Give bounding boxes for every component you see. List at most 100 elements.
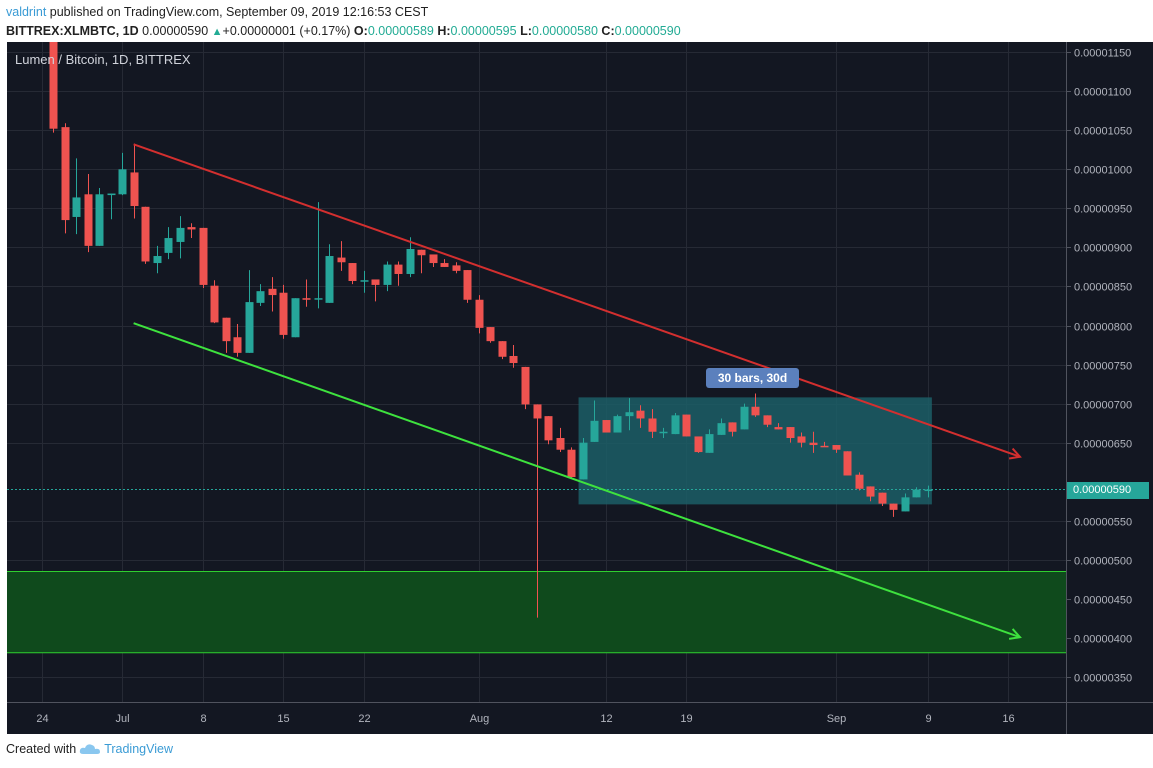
candle-body	[659, 431, 668, 434]
candle-body	[452, 265, 461, 271]
candle-body	[717, 423, 726, 435]
open-label: O:	[353, 24, 368, 38]
candle-body	[602, 420, 611, 433]
y-tick-label: 0.00001100	[1074, 87, 1131, 99]
candle-body	[199, 227, 208, 285]
candle-body	[383, 264, 392, 285]
candle-body	[337, 257, 346, 263]
candle-body	[84, 194, 93, 246]
candle-body	[394, 264, 403, 274]
chart-header: valdrint published on TradingView.com, S…	[6, 3, 681, 42]
candle-body	[360, 280, 369, 282]
chart-title: Lumen / Bitcoin, 1D, BITTREX	[15, 52, 191, 67]
candle-body	[613, 416, 622, 433]
candle-body	[475, 299, 484, 328]
candle-body	[533, 404, 542, 419]
x-tick-label: 8	[200, 713, 206, 725]
triangle-up-icon: ▲	[211, 26, 223, 38]
candle-body	[705, 434, 714, 453]
candle-body	[371, 279, 380, 285]
candle-body	[107, 193, 116, 196]
candle-body	[325, 256, 334, 303]
y-tick-label: 0.00000550	[1074, 517, 1132, 529]
x-tick-label: 24	[36, 713, 48, 725]
y-tick-label: 0.00000400	[1074, 634, 1132, 646]
candle-body	[118, 169, 127, 195]
x-tick-label: 16	[1002, 713, 1014, 725]
candle-body	[579, 442, 588, 480]
candle-body	[636, 410, 645, 419]
candle-body	[176, 227, 185, 242]
candle-body	[544, 416, 553, 441]
open-value: 0.00000589	[367, 24, 434, 38]
candle-body	[509, 355, 518, 364]
candle-body	[233, 337, 242, 353]
x-tick-label: Aug	[470, 713, 490, 725]
candle-body	[72, 197, 81, 217]
high-label: H:	[437, 24, 451, 38]
y-tick-label: 0.00000900	[1074, 243, 1132, 255]
low-value: 0.00000580	[531, 24, 598, 38]
resistance-trend-line	[133, 143, 1021, 458]
trend-lines[interactable]	[133, 143, 1022, 640]
x-tick-label: 22	[358, 713, 370, 725]
candle-body	[878, 492, 887, 504]
candle-body	[245, 302, 254, 353]
candle-body	[889, 503, 898, 510]
x-tick-label: 15	[277, 713, 289, 725]
candle-body	[279, 292, 288, 335]
candle-body	[901, 497, 910, 512]
footer: Created with TradingView	[6, 742, 173, 756]
y-tick-label: 0.00000650	[1074, 439, 1132, 451]
support-trend-line	[133, 322, 1021, 639]
candle-body	[164, 238, 173, 253]
candle-body	[820, 445, 829, 448]
candle-body	[625, 412, 634, 417]
candle-body	[417, 249, 426, 256]
candle-body	[866, 486, 875, 497]
x-tick-label: 19	[680, 713, 692, 725]
candle-body	[567, 449, 576, 478]
x-tick-label: Jul	[115, 713, 129, 725]
symbol: BITTREX:XLMBTC, 1D	[6, 24, 139, 38]
candle-body	[786, 427, 795, 438]
y-tick-label: 0.00000500	[1074, 556, 1132, 568]
y-tick-label: 0.00001000	[1074, 165, 1132, 177]
y-tick-label: 0.00000950	[1074, 204, 1132, 216]
y-tick-label: 0.00000700	[1074, 400, 1132, 412]
x-tick-label: Sep	[827, 713, 847, 725]
price-axis[interactable]: 0.00001150 0.00001100 0.00001050 0.00001000…	[1066, 48, 1132, 685]
published-text: published on TradingView.com, September …	[49, 5, 429, 19]
time-axis[interactable]: 24 Jul 8 15 22 Aug 12 19 Sep 9 16	[36, 713, 1014, 725]
candle-body	[740, 406, 749, 430]
candle-body	[682, 414, 691, 437]
candle-body	[440, 263, 449, 267]
candles	[49, 42, 933, 618]
candle-body	[95, 194, 104, 246]
candle-body	[49, 42, 58, 129]
candle-body	[751, 406, 760, 416]
y-tick-label: 0.00000350	[1074, 673, 1132, 685]
candle-body	[521, 366, 530, 405]
candle-body	[855, 474, 864, 489]
candle-body	[256, 291, 265, 303]
candle-body	[912, 489, 921, 498]
candle-body	[774, 427, 783, 430]
candle-body	[556, 438, 565, 450]
candle-body	[187, 227, 196, 230]
y-tick-label: 0.00000450	[1074, 595, 1132, 607]
high-value: 0.00000595	[450, 24, 517, 38]
candle-body	[61, 127, 70, 221]
last-price-label: 0.00000590	[1067, 482, 1149, 499]
author-link[interactable]: valdrint	[6, 5, 47, 19]
candle-body	[406, 248, 415, 274]
tradingview-link[interactable]: TradingView	[104, 742, 173, 756]
y-tick-label: 0.00000800	[1074, 322, 1132, 334]
candle-body	[671, 415, 680, 435]
candle-body	[141, 206, 150, 262]
last-price: 0.00000590	[142, 24, 209, 38]
arrow-head-icon	[1008, 447, 1022, 460]
tradingview-cloud-icon	[79, 744, 101, 754]
x-tick-label: 9	[925, 713, 931, 725]
